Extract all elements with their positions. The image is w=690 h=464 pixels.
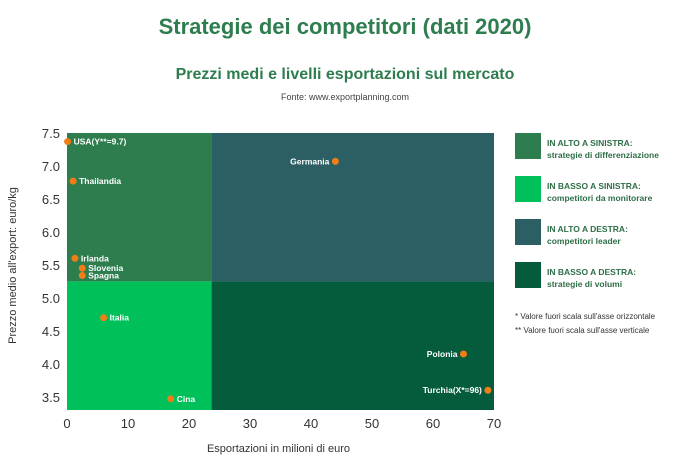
x-tick-label: 20 [182, 416, 196, 431]
point-label: Spagna [88, 270, 119, 280]
x-tick-label: 70 [487, 416, 501, 431]
legend-swatch-bottom-right [515, 262, 541, 288]
chart-source: Fonte: www.exportplanning.com [280, 92, 410, 102]
data-point [484, 386, 492, 394]
legend-item-top-right: IN ALTO A DESTRA: competitori leader [515, 219, 685, 249]
legend-desc-top-right: competitori leader [547, 236, 621, 246]
point-label: Slovenia [88, 263, 123, 273]
y-tick-label: 4.5 [42, 324, 60, 339]
point-label: Polonia [427, 349, 458, 359]
point-label: Germania [290, 156, 329, 166]
legend-item-top-left: IN ALTO A SINISTRA: strategie di differe… [515, 133, 685, 163]
point-label: Cina [177, 394, 196, 404]
x-tick-label: 40 [304, 416, 318, 431]
legend-item-bottom-left: IN BASSO A SINISTRA: competitori da moni… [515, 176, 685, 206]
legend-swatch-bottom-left [515, 176, 541, 202]
point-label: USA(Y**=9.7) [74, 137, 127, 147]
legend-title-top-right: IN ALTO A DESTRA: [547, 224, 628, 234]
point-label: Turchia(X*=96) [423, 385, 482, 395]
x-tick-label: 60 [426, 416, 440, 431]
y-tick-label: 6.0 [42, 225, 60, 240]
quadrant-top-left [67, 133, 212, 282]
legend-desc-top-left: strategie di differenziazione [547, 150, 659, 160]
y-tick-label: 6.5 [42, 192, 60, 207]
x-tick-label: 0 [63, 416, 70, 431]
quadrant-bottom-left [67, 281, 212, 410]
legend-title-bottom-left: IN BASSO A SINISTRA: [547, 181, 641, 191]
data-point [460, 350, 467, 358]
quadrant-bottom-right [211, 281, 494, 410]
legend-item-bottom-right: IN BASSO A DESTRA: strategie di volumi [515, 262, 685, 292]
y-tick-label: 4.0 [42, 357, 60, 372]
x-tick-label: 30 [243, 416, 257, 431]
point-label: Italia [110, 313, 130, 323]
data-point [78, 264, 86, 272]
chart-subtitle: Prezzi medi e livelli esportazioni sul m… [175, 66, 515, 83]
y-tick-label: 5.0 [42, 291, 60, 306]
legend-swatch-top-left [515, 133, 541, 159]
note-y-out-of-scale: ** Valore fuori scala sull'asse vertical… [515, 326, 650, 335]
legend-title-top-left: IN ALTO A SINISTRA: [547, 138, 633, 148]
x-tick-label: 10 [121, 416, 135, 431]
point-label: Irlanda [81, 253, 109, 263]
data-point [69, 177, 77, 185]
y-tick-label: 5.5 [42, 258, 60, 273]
data-point [167, 395, 175, 403]
legend-title-bottom-right: IN BASSO A DESTRA: [547, 267, 637, 277]
data-point [100, 314, 108, 322]
data-point [78, 271, 86, 279]
chart-title: Strategie dei competitori (dati 2020) [158, 14, 532, 39]
y-tick-label: 3.5 [42, 390, 60, 405]
quadrant-top-right [211, 133, 494, 282]
y-tick-label: 7.0 [42, 159, 60, 174]
point-label: Thailandia [79, 176, 121, 186]
legend-desc-bottom-right: strategie di volumi [547, 279, 623, 289]
y-axis-label: Prezzo medio all'export: euro/kg [7, 187, 19, 344]
data-point [71, 254, 79, 262]
note-x-out-of-scale: * Valore fuori scala sull'asse orizzonta… [515, 312, 656, 321]
x-tick-label: 50 [365, 416, 379, 431]
legend-desc-bottom-left: competitori da monitorare [547, 193, 653, 203]
data-point [64, 138, 72, 146]
y-tick-label: 7.5 [42, 126, 60, 141]
x-axis-label: Esportazioni in milioni di euro [207, 443, 350, 455]
legend-swatch-top-right [515, 219, 541, 245]
data-point [331, 157, 339, 165]
